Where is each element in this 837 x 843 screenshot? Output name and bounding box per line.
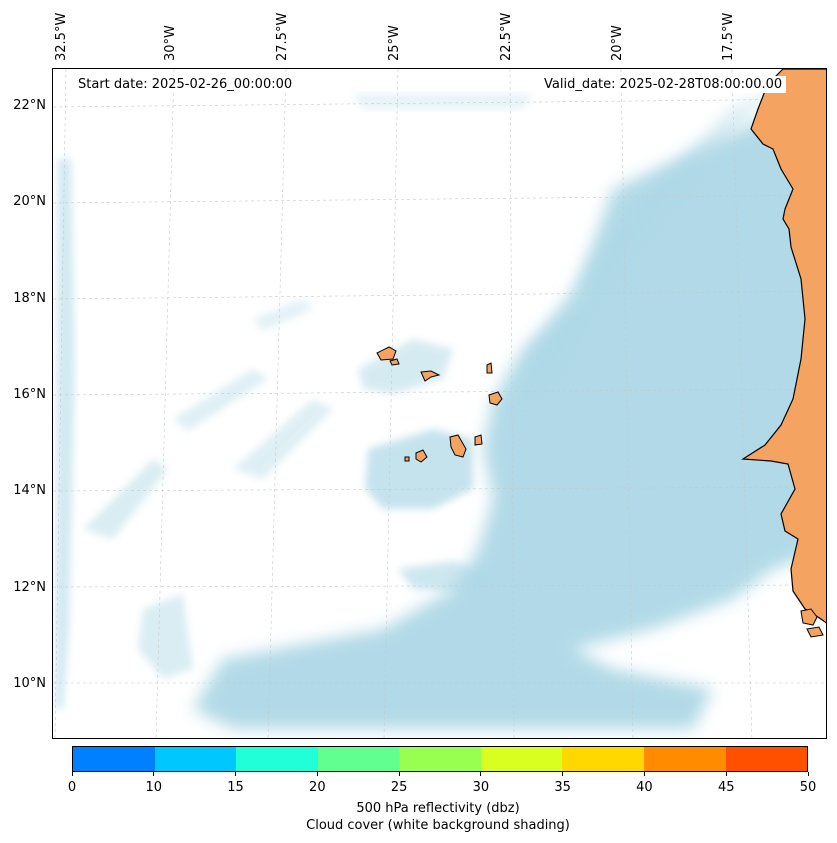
lon-label-17.5w: 17.5°W: [721, 12, 736, 61]
cloud-streak-mid: [83, 459, 168, 539]
colorbar-tick: [725, 772, 727, 776]
colorbar-tick-label: 35: [554, 780, 571, 795]
island-fogo: [415, 449, 428, 463]
colorbar-tick: [316, 772, 318, 776]
island-santo-antao: [376, 346, 397, 361]
colorbar-tick: [562, 772, 564, 776]
island-sao-nicolau: [420, 370, 441, 382]
cloud-patch-south: [398, 561, 488, 594]
colorbar-segment: [643, 747, 726, 771]
lat-label-20n: 20°N: [13, 194, 46, 209]
colorbar-tick-label: 20: [309, 780, 326, 795]
lat-label-16n: 16°N: [13, 387, 46, 402]
island-brava: [404, 456, 410, 462]
lat-label-12n: 12°N: [13, 580, 46, 595]
colorbar-label: 500 hPa reflectivity (dbz): [356, 801, 520, 816]
colorbar-tick: [235, 772, 237, 776]
gridlines: [53, 69, 826, 738]
colorbar-segment: [73, 747, 155, 771]
colorbar-tick-label: 25: [390, 780, 408, 795]
cloud-top-band: [353, 94, 533, 109]
colorbar-tick-label: 40: [636, 780, 653, 795]
start-date-label: Start date: 2025-02-26_00:00:00: [74, 76, 297, 93]
lon-label-25w: 25°W: [387, 25, 402, 61]
colorbar-segment: [725, 747, 808, 771]
cloud-patch-north: [358, 339, 453, 394]
island-santiago: [449, 434, 467, 458]
cloud-patch-islands: [365, 429, 473, 509]
lon-label-22.5w: 22.5°W: [499, 12, 514, 61]
lat-label-10n: 10°N: [13, 676, 46, 691]
colorbar-segment: [562, 747, 644, 771]
colorbar-segment: [154, 747, 237, 771]
lon-label-30w: 30°W: [163, 25, 178, 61]
colorbar-tick-label: 15: [227, 780, 244, 795]
lon-label-32.5w: 32.5°W: [54, 12, 69, 61]
colorbar-tick: [643, 772, 645, 776]
cloud-streak-mid2: [233, 399, 333, 479]
colorbar-tick: [480, 772, 482, 776]
island-sal: [486, 362, 493, 374]
colorbar-segment: [317, 747, 400, 771]
colorbar-tick-label: 30: [472, 780, 490, 795]
colorbar-tick-label: 45: [717, 780, 735, 795]
colorbar-tick: [807, 772, 809, 776]
cloud-cover-layer: [55, 69, 826, 729]
coastal-island-1: [800, 608, 818, 626]
colorbar-sublabel: Cloud cover (white background shading): [306, 818, 570, 833]
island-sao-vicente: [389, 358, 400, 366]
colorbar-segment: [480, 747, 563, 771]
cloud-gradient-band: [523, 69, 826, 399]
lon-label-27.5w: 27.5°W: [275, 12, 290, 61]
cloud-streak-mid3: [173, 369, 268, 431]
valid-date-label: Valid_date: 2025-02-28T08:00:00.00: [540, 76, 787, 93]
cloud-streak-west: [55, 159, 75, 709]
colorbar-segment: [236, 747, 318, 771]
colorbar-tick: [398, 772, 400, 776]
cloud-patch-southwest: [138, 594, 193, 679]
colorbar-tick: [71, 772, 73, 776]
africa-landmass: [741, 69, 826, 624]
island-maio: [474, 434, 483, 446]
map-panel: [52, 68, 827, 739]
colorbar-segment: [399, 747, 481, 771]
colorbar-tick-label: 0: [67, 780, 77, 795]
cloud-streak-north: [253, 299, 313, 331]
lat-label-22n: 22°N: [13, 98, 46, 113]
island-boa-vista: [488, 391, 503, 406]
colorbar: [72, 746, 808, 772]
colorbar-tick-label: 50: [799, 780, 817, 795]
colorbar-tick: [153, 772, 155, 776]
lon-label-20w: 20°W: [610, 25, 625, 61]
lat-label-14n: 14°N: [13, 483, 46, 498]
cloud-main-mass: [193, 89, 826, 729]
lat-label-18n: 18°N: [13, 291, 46, 306]
coastal-island-2: [806, 626, 824, 638]
map-canvas: [53, 69, 826, 738]
colorbar-tick-label: 10: [145, 780, 163, 795]
cape-verde-islands: [376, 346, 503, 463]
